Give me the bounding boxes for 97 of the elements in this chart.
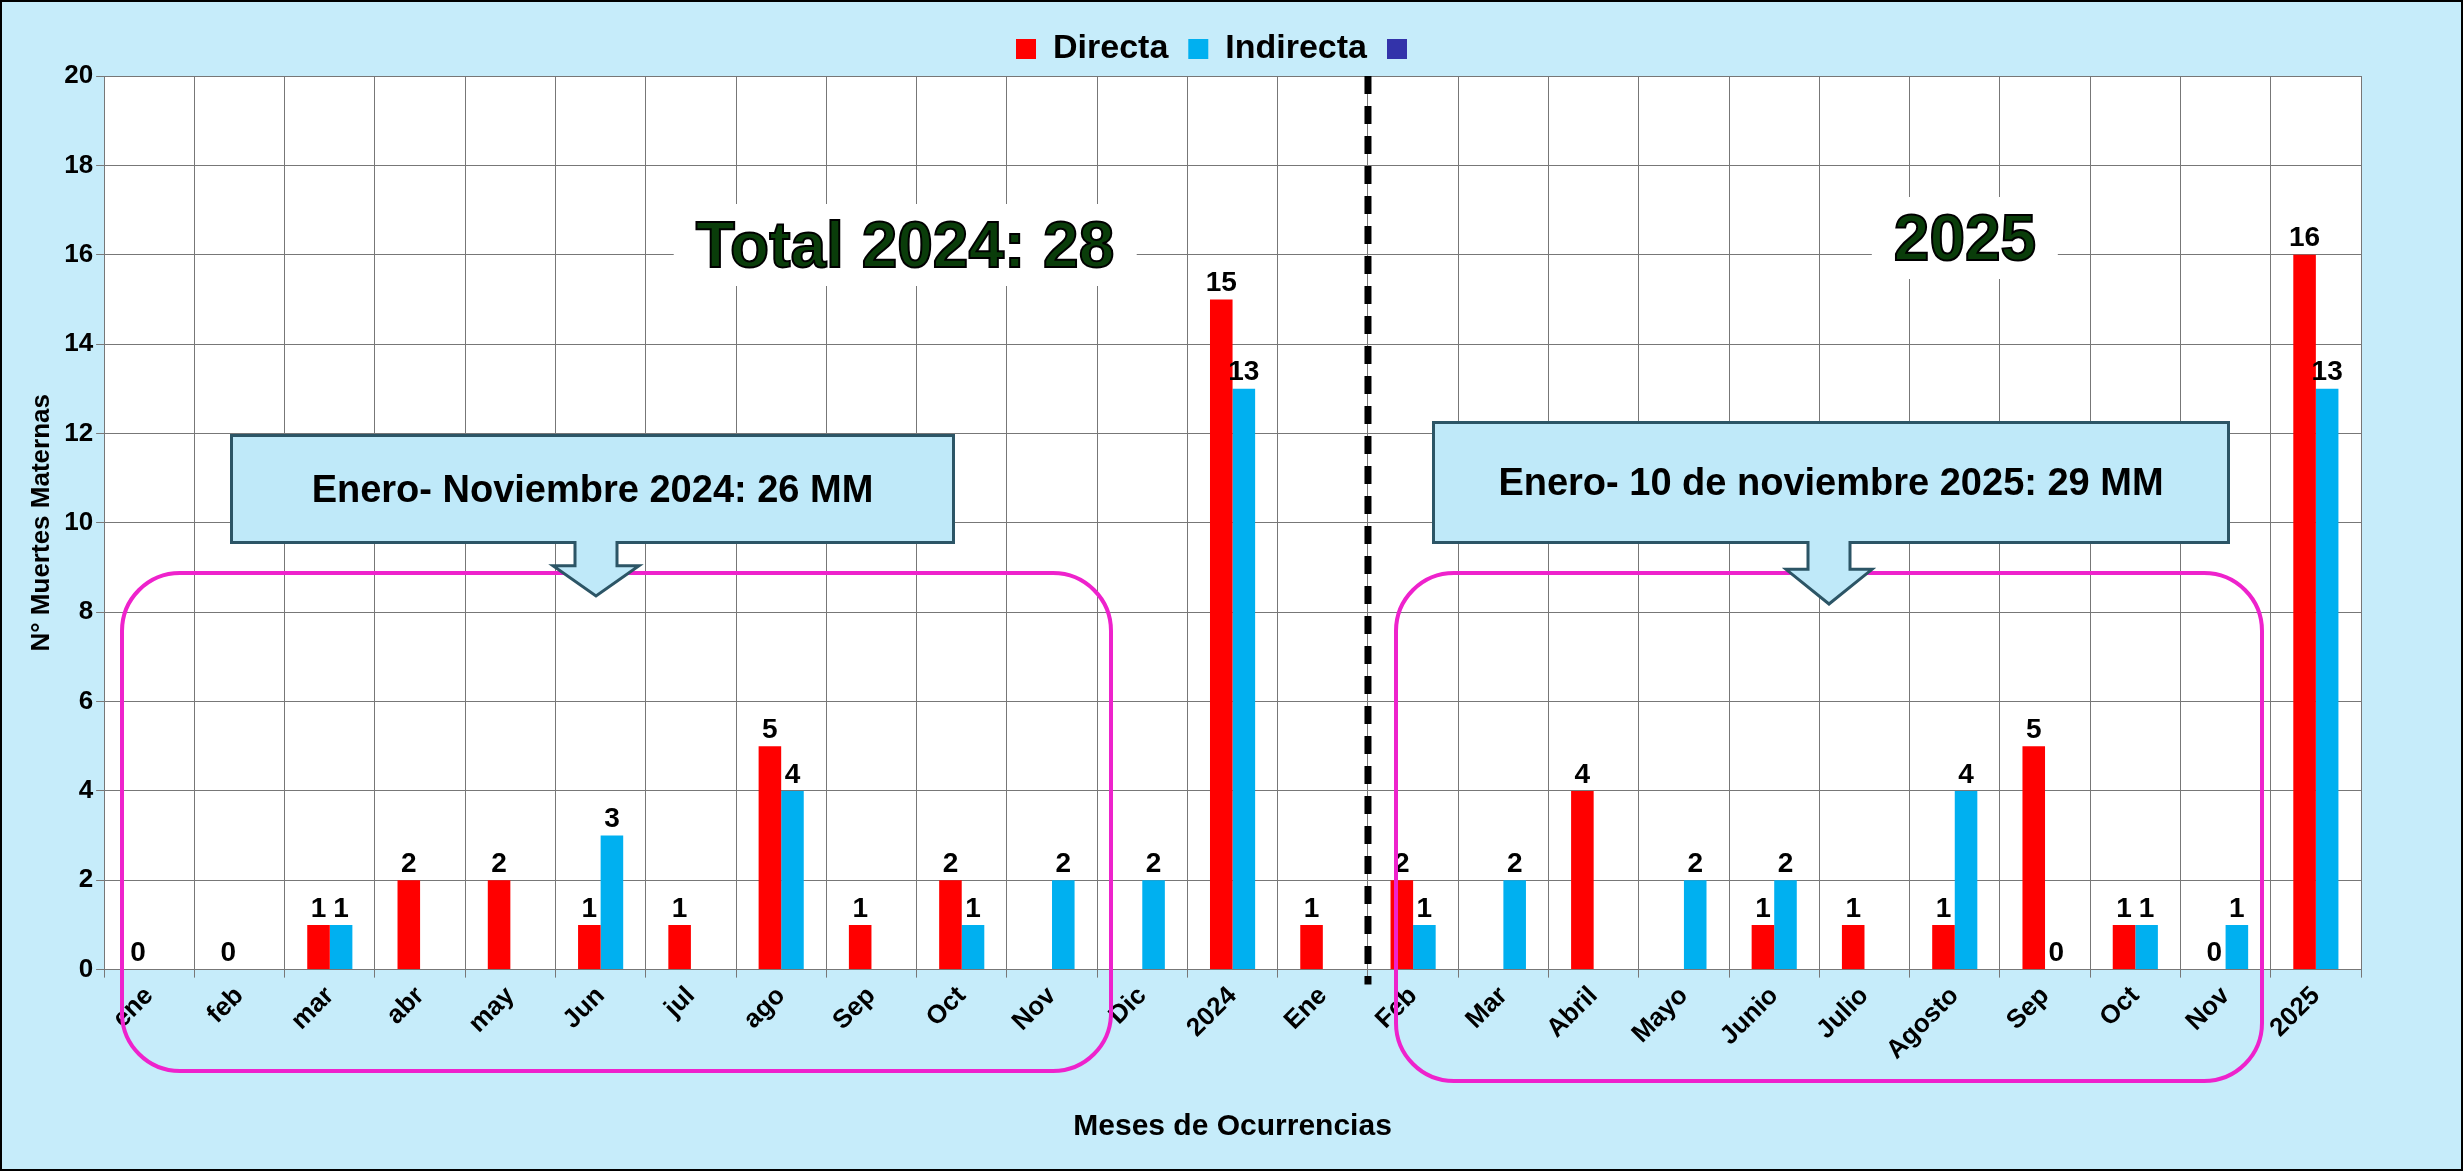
data-label: 1: [2138, 891, 2155, 923]
bar: [600, 835, 624, 970]
bar: [2315, 388, 2339, 970]
data-label: 1: [1935, 891, 1952, 923]
data-label: 2: [1506, 846, 1523, 878]
bar: [781, 790, 804, 970]
bar: [1841, 924, 1865, 970]
x-tick-label: jul: [656, 979, 701, 1024]
data-label: 1: [2229, 891, 2245, 923]
bar: [668, 924, 691, 970]
y-tick-label: 4: [78, 774, 94, 805]
bar: [1571, 790, 1594, 970]
data-label: 2: [942, 846, 959, 878]
bar: [2225, 924, 2249, 970]
bar: [487, 880, 511, 970]
y-tick-label: 10: [64, 505, 94, 536]
x-tick-label: Oct: [919, 979, 972, 1032]
data-label: 15: [1205, 266, 1237, 298]
x-tick-label: Nov: [2178, 979, 2236, 1036]
y-tick-label: 20: [64, 59, 94, 90]
data-label: 1: [852, 891, 868, 923]
bar: [1503, 880, 1526, 970]
bar: [578, 924, 601, 970]
bar: [939, 880, 962, 970]
data-label: 3: [604, 802, 620, 834]
bar: [2135, 924, 2158, 970]
data-label: 0: [220, 936, 237, 968]
bar: [1232, 388, 1256, 970]
x-tick-label: Jun: [556, 979, 610, 1034]
bar: [397, 880, 421, 970]
data-label: 2: [491, 846, 507, 878]
bar: [758, 746, 782, 970]
y-tick-label: 2: [78, 863, 94, 894]
x-axis-title: Meses de Ocurrencias: [1073, 1108, 1392, 1142]
y-tick-label: 12: [64, 416, 94, 447]
data-label: 2: [1055, 846, 1072, 878]
data-label: 16: [2289, 221, 2321, 253]
data-label: 4: [1574, 757, 1591, 789]
data-label: 1: [671, 891, 688, 923]
x-tick-label: Sep: [825, 979, 881, 1035]
data-label: 4: [784, 757, 801, 789]
x-tick-label: Sep: [1999, 979, 2055, 1035]
data-label: 1: [310, 891, 327, 923]
callout-box: Enero- Noviembre 2024: 26 MM: [230, 434, 955, 544]
bar: [2112, 924, 2136, 970]
data-label: 5: [2025, 712, 2042, 744]
data-label: 1: [1845, 891, 1861, 923]
data-label: 0: [2048, 936, 2065, 968]
data-label: 1: [333, 891, 349, 923]
data-label: 1: [1303, 891, 1320, 923]
bar: [1932, 924, 1955, 970]
data-label: 0: [2206, 936, 2223, 968]
bar: [961, 924, 985, 970]
bar: [1300, 924, 1323, 970]
bar: [1052, 880, 1075, 970]
callout-box: Enero- 10 de noviembre 2025: 29 MM: [1432, 421, 2230, 544]
bar: [2022, 746, 2046, 970]
legend-label: Directa: [1053, 27, 1170, 66]
x-tick-label: ago: [736, 979, 791, 1034]
x-tick-label: Oct: [2092, 979, 2145, 1032]
data-label: 5: [762, 712, 778, 744]
data-label: 1: [1755, 891, 1771, 923]
data-label: 0: [130, 936, 146, 968]
bar: [1142, 880, 1165, 970]
bar: [1683, 880, 1707, 970]
data-label: 2: [1687, 846, 1704, 878]
x-tick-label: Nov: [1005, 979, 1062, 1036]
y-tick-label: 8: [78, 595, 94, 626]
legend-label: Indirecta: [1225, 27, 1369, 66]
x-tick-label: mar: [284, 979, 340, 1035]
x-tick-label: Mar: [1458, 979, 1513, 1034]
y-tick-label: 14: [64, 327, 94, 358]
y-tick-label: 6: [78, 684, 94, 715]
x-tick-label: feb: [200, 979, 249, 1029]
y-tick-label: 18: [64, 148, 94, 179]
bar: [1954, 790, 1978, 970]
bar: [848, 924, 872, 970]
data-label: 1: [581, 891, 598, 923]
bar: [1751, 924, 1775, 970]
bar: [1774, 880, 1797, 970]
y-tick-label: 16: [64, 237, 94, 268]
data-label: 4: [1958, 757, 1975, 789]
y-tick-label: 0: [78, 952, 94, 983]
data-label: 1: [965, 891, 981, 923]
x-tick-label: abr: [379, 979, 430, 1030]
data-label: 1: [1416, 891, 1433, 923]
data-label: 1: [2116, 891, 2132, 923]
bar: [329, 924, 353, 970]
bar: [1413, 924, 1436, 970]
x-tick-label: Ene: [1277, 979, 1333, 1035]
bar: [307, 924, 330, 970]
y-axis-title: N° Muertes Maternas: [24, 394, 55, 652]
data-label: 2: [1777, 846, 1794, 878]
data-label: 2: [1145, 846, 1162, 878]
data-label: 2: [401, 846, 417, 878]
annotation: Total 2024: 28: [673, 204, 1137, 286]
annotation: 2025: [1871, 197, 2059, 279]
